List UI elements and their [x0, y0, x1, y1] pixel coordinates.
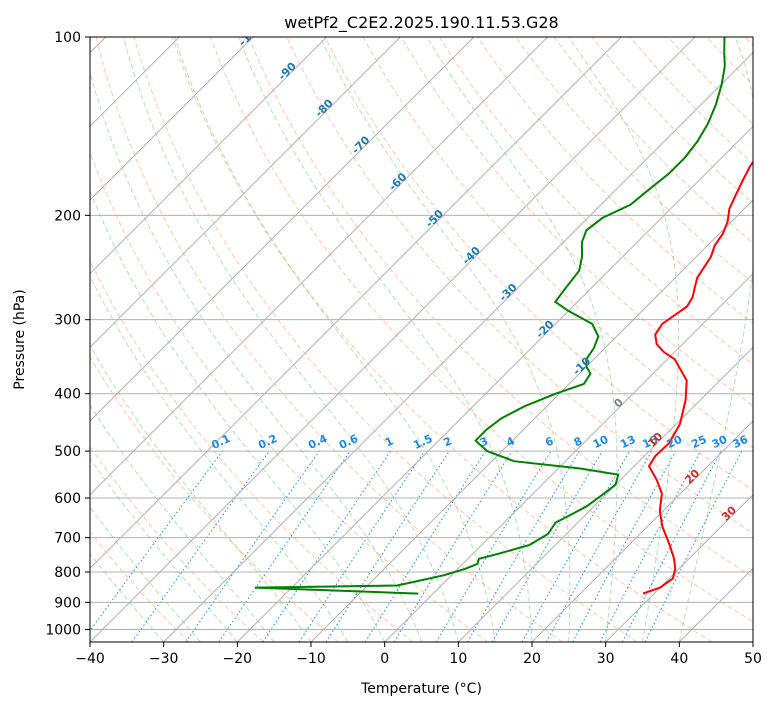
y-tick-label: 600 — [54, 491, 81, 507]
y-tick-label: 200 — [54, 208, 81, 224]
x-tick-label: 20 — [523, 651, 541, 667]
x-tick-label: 30 — [597, 651, 615, 667]
y-tick-label: 300 — [54, 313, 81, 329]
chart-title: wetPf2_C2E2.2025.190.11.53.G28 — [284, 13, 558, 33]
y-axis-title: Pressure (hPa) — [12, 289, 28, 389]
x-tick-label: 0 — [380, 651, 389, 667]
x-tick-label: −10 — [296, 651, 326, 667]
y-tick-label: 400 — [54, 387, 81, 403]
y-tick-label: 700 — [54, 531, 81, 547]
x-tick-label: 10 — [449, 651, 467, 667]
x-tick-label: 50 — [744, 651, 762, 667]
y-tick-label: 1000 — [45, 622, 81, 638]
y-tick-label: 100 — [54, 30, 81, 46]
x-axis-title: Temperature (°C) — [360, 681, 482, 697]
y-tick-label: 900 — [54, 595, 81, 611]
y-tick-label: 800 — [54, 565, 81, 581]
x-tick-label: −30 — [149, 651, 179, 667]
y-tick-label: 500 — [54, 444, 81, 460]
x-tick-label: 40 — [670, 651, 688, 667]
x-tick-label: −40 — [75, 651, 105, 667]
x-tick-label: −20 — [223, 651, 253, 667]
